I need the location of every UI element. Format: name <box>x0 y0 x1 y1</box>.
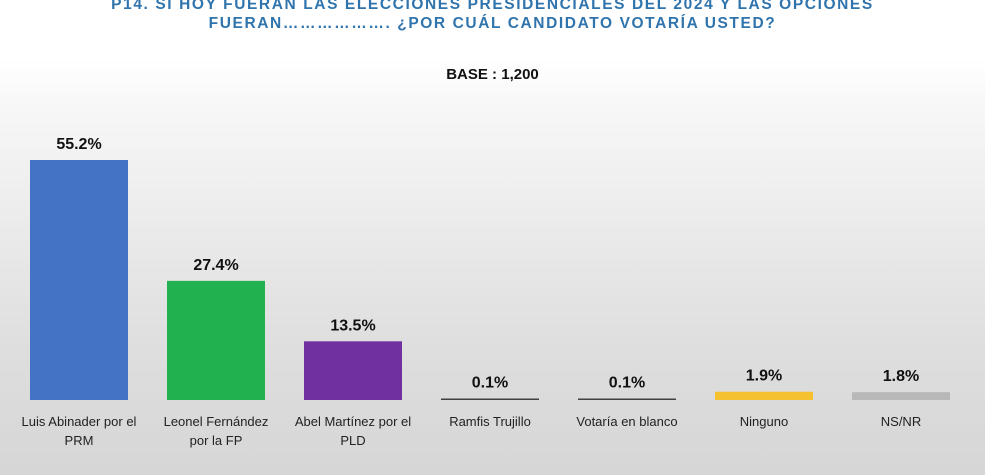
category-label-3-line-1: Abel Martínez por el <box>295 414 411 429</box>
category-label-2-line-1: Leonel Fernández <box>164 414 269 429</box>
category-label-7: NS/NR <box>881 414 921 429</box>
chart-panel <box>0 58 985 475</box>
bar-7 <box>852 392 950 400</box>
bar-value-label-7: 1.8% <box>883 368 919 385</box>
bar-6 <box>715 391 813 400</box>
category-label-1-line-1: Luis Abinader por el <box>22 414 137 429</box>
bar-value-label-4: 0.1% <box>472 375 508 392</box>
chart-title: P14. SI HOY FUERAN LAS ELECCIONES PRESID… <box>0 0 985 33</box>
category-label-4: Ramfis Trujillo <box>449 414 531 429</box>
bar-3 <box>304 341 402 400</box>
bar-value-label-2: 27.4% <box>193 257 238 274</box>
category-label-5: Votaría en blanco <box>576 414 677 429</box>
bar-value-label-5: 0.1% <box>609 375 645 392</box>
bar-4 <box>441 398 539 400</box>
category-label-3-line-2: PLD <box>340 433 365 448</box>
bar-1 <box>30 160 128 400</box>
category-label-6: Ninguno <box>740 414 788 429</box>
chart-title-line-1: P14. SI HOY FUERAN LAS ELECCIONES PRESID… <box>111 0 874 13</box>
category-label-2-line-2: por la FP <box>190 433 243 448</box>
base-label: BASE : 1,200 <box>446 66 539 83</box>
bar-2 <box>167 280 265 400</box>
bar-value-label-3: 13.5% <box>330 317 375 334</box>
bar-value-label-1: 55.2% <box>56 136 101 153</box>
bar-value-label-6: 1.9% <box>746 368 782 385</box>
category-label-1-line-2: PRM <box>65 433 94 448</box>
chart-title-line-2: FUERAN………………. ¿POR CUÁL CANDIDATO VOTARÍ… <box>208 15 777 32</box>
bar-5 <box>578 398 676 400</box>
